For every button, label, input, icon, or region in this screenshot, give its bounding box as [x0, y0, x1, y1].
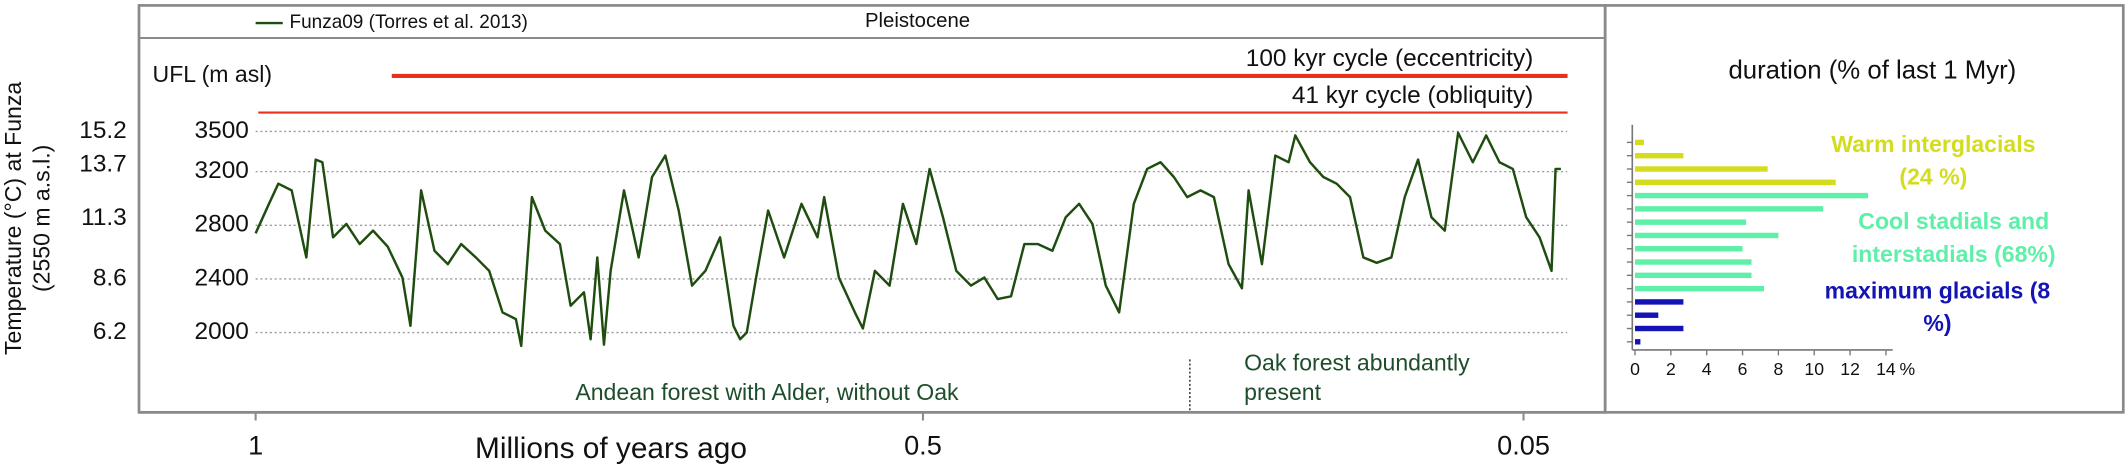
duration-bar [1635, 246, 1743, 252]
legend-label: Cool stadials and interstadials (68%) [1851, 208, 2056, 268]
duration-bar [1635, 312, 1659, 318]
region-label-box: Oak forest abundantly present [1244, 349, 1470, 406]
legend-label-box: maximum glacials (8 %) [1824, 278, 2051, 337]
duration-bar [1635, 339, 1641, 345]
duration-bar [1635, 259, 1752, 265]
ufl-axis-title: UFL (m asl) [153, 61, 273, 87]
temperature-tick-label: 6.2 [93, 318, 127, 345]
duration-bar [1635, 139, 1644, 146]
temperature-tick-label: 15.2 [79, 117, 127, 144]
ufl-tick-label: 2400 [195, 264, 249, 291]
ufl-tick-label: 2800 [195, 211, 249, 238]
ufl-tick-label: 2000 [195, 318, 249, 345]
legend-label: maximum glacials (8 %) [1824, 278, 2051, 337]
legend-label-box: Warm interglacials (24 %) [1831, 131, 2036, 190]
temperature-tick-label: 13.7 [79, 150, 127, 177]
duration-bar [1635, 299, 1684, 305]
x-axis-title: Millions of years ago [475, 432, 747, 465]
legend-label-box: Cool stadials and interstadials (68%) [1851, 208, 2056, 268]
duration-bar [1635, 325, 1684, 332]
bar-x-tick-label: 4 [1702, 359, 1712, 379]
bar-x-tick-label: 10 [1804, 359, 1824, 379]
bar-x-tick-label: 14 [1876, 359, 1896, 379]
duration-bar [1635, 166, 1768, 172]
duration-bar [1635, 272, 1752, 279]
y-axis-title: Temperature (°C) at Funza (2550 m a.s.l.… [0, 81, 55, 355]
x-tick-label: 0.05 [1497, 430, 1550, 461]
bar-chart-title: duration (% of last 1 Myr) [1728, 57, 2016, 85]
right-panel-frame [1603, 4, 2125, 414]
x-tick-label: 0.5 [904, 430, 942, 461]
legend-label: Warm interglacials (24 %) [1831, 131, 2036, 190]
duration-bar [1635, 219, 1747, 225]
temperature-tick-label: 8.6 [93, 264, 127, 291]
epoch-label: Pleistocene [865, 10, 970, 32]
bar-x-tick-label: 12 [1840, 359, 1860, 379]
bar-x-tick-label: 6 [1738, 359, 1748, 379]
bar-x-tick-label: 0 [1630, 359, 1640, 379]
cycle-label: 41 kyr cycle (obliquity) [1292, 82, 1533, 109]
region-label-box: Andean forest with Alder, without Oak [575, 379, 959, 406]
region-label: Andean forest with Alder, without Oak [575, 379, 959, 406]
temperature-tick-label: 11.3 [81, 204, 127, 231]
duration-bar [1635, 206, 1824, 212]
cycle-label: 100 kyr cycle (eccentricity) [1246, 45, 1534, 72]
duration-bar [1635, 285, 1765, 292]
duration-bar [1635, 232, 1779, 239]
legend-label: Funza09 (Torres et al. 2013) [290, 12, 528, 33]
bar-x-unit: % [1899, 359, 1915, 379]
y-axis-title-box: Temperature (°C) at Funza (2550 m a.s.l.… [0, 81, 55, 355]
ufl-tick-label: 3200 [195, 157, 249, 184]
duration-bar [1635, 192, 1869, 199]
duration-bar [1635, 179, 1836, 186]
duration-bar [1635, 152, 1684, 159]
x-tick-label: 1 [248, 430, 263, 461]
ufl-tick-label: 3500 [195, 117, 249, 144]
temperature-line [254, 131, 1561, 348]
bar-x-tick-label: 2 [1666, 359, 1676, 379]
region-label: Oak forest abundantly present [1244, 349, 1470, 406]
bar-x-tick-label: 8 [1773, 359, 1783, 379]
